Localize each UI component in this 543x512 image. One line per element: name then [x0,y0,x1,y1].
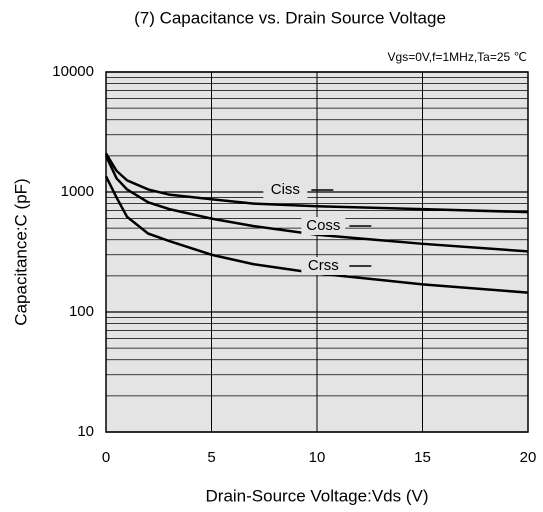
y-tick-label: 10000 [52,63,94,80]
series-line [104,175,529,294]
y-tick-label: 100 [69,303,94,320]
x-tick-label: 5 [207,449,215,466]
label-bg [263,181,308,199]
label-bg [301,257,346,275]
x-axis-label: Drain-Source Voltage:Vds (V) [206,486,429,505]
series-line [104,155,529,253]
series-label: Ciss [271,181,300,198]
y-tick-label: 10 [77,423,94,440]
x-tick-label: 15 [414,449,431,466]
series-line [104,152,529,214]
series-label: Coss [306,217,340,234]
y-axis-label: Capacitance:C (pF) [11,178,30,325]
series-label: Crss [308,257,339,274]
x-tick-label: 0 [102,449,110,466]
x-tick-label: 10 [309,449,326,466]
y-tick-label: 1000 [61,183,94,200]
plot-border [105,71,529,433]
x-tick-label: 20 [520,449,537,466]
chart-title: (7) Capacitance vs. Drain Source Voltage [134,8,446,27]
label-bg [301,217,346,235]
annotation: Vgs=0V,f=1MHz,Ta=25 ℃ [388,50,527,64]
